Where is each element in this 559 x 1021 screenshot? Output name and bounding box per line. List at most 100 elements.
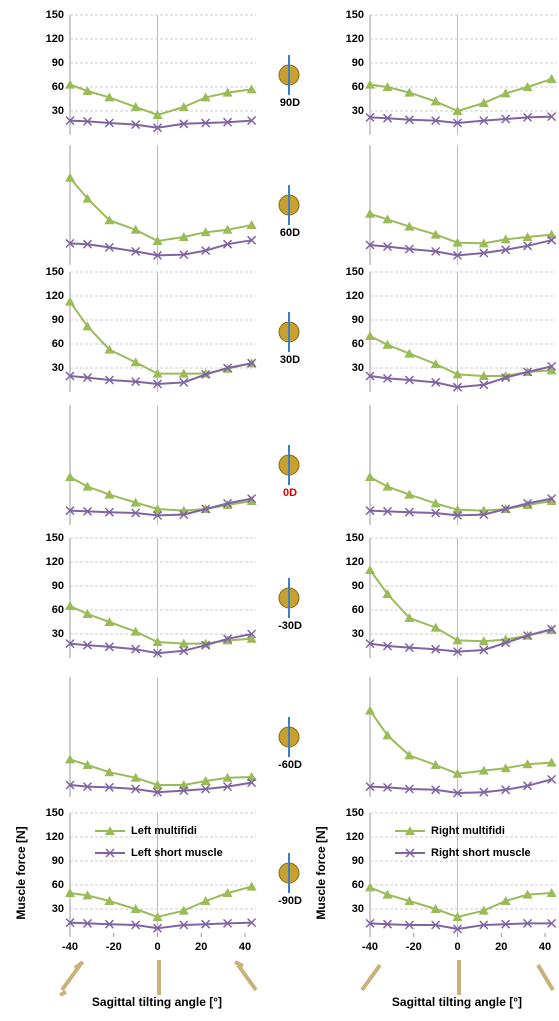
marker-triangle: [130, 772, 141, 782]
marker-x: [201, 784, 211, 794]
marker-triangle: [152, 236, 163, 245]
marker-triangle: [200, 776, 211, 785]
marker-triangle: [65, 601, 75, 610]
marker-x: [431, 116, 441, 126]
marker-x: [523, 498, 533, 508]
marker-x: [179, 377, 189, 387]
marker-triangle: [452, 768, 463, 778]
marker-triangle: [522, 232, 533, 241]
marker-triangle: [404, 896, 415, 905]
marker-triangle: [522, 82, 533, 91]
marker-triangle: [430, 904, 441, 913]
marker-triangle: [404, 348, 415, 358]
series-line: [369, 710, 552, 775]
marker-x: [523, 241, 533, 251]
y-tick-label: 60: [52, 604, 64, 616]
marker-triangle: [382, 339, 393, 349]
marker-triangle: [365, 331, 375, 340]
marker-triangle: [130, 357, 141, 367]
y-tick-label: 60: [352, 81, 364, 93]
marker-x: [247, 778, 257, 788]
vertebra-icon: [278, 717, 300, 757]
marker-x: [479, 116, 489, 126]
marker-x: [431, 508, 441, 518]
y-tick-label: 30: [52, 903, 64, 915]
x-tick-label: 20: [495, 941, 507, 953]
marker-x: [152, 648, 163, 658]
marker-x: [179, 119, 189, 129]
marker-x: [452, 647, 463, 657]
y-tick-label: 30: [52, 628, 64, 640]
marker-triangle: [452, 106, 463, 115]
marker-triangle: [222, 888, 233, 897]
y-tick-label: 150: [46, 9, 64, 21]
marker-x: [152, 250, 163, 260]
legend-marker: [105, 848, 115, 858]
marker-triangle: [130, 497, 141, 507]
marker-x: [104, 242, 114, 252]
marker-triangle: [430, 760, 441, 769]
x-tick-label: -20: [406, 941, 422, 953]
marker-triangle: [404, 87, 415, 97]
y-tick-label: 120: [46, 556, 64, 568]
marker-x: [382, 506, 393, 516]
y-tick-label: 120: [346, 556, 364, 568]
marker-x: [65, 371, 75, 381]
marker-x: [223, 634, 233, 644]
y-tick-label: 90: [52, 580, 64, 592]
marker-x: [223, 918, 233, 928]
marker-triangle: [200, 92, 211, 102]
legend-label: Left short muscle: [131, 847, 223, 859]
marker-x: [365, 112, 375, 122]
marker-x: [404, 507, 414, 517]
marker-triangle: [178, 368, 189, 378]
x-tick-label: -40: [362, 941, 378, 953]
y-tick-label: 90: [352, 57, 364, 69]
marker-triangle: [522, 889, 533, 899]
series-line: [69, 605, 252, 645]
marker-x: [479, 248, 489, 258]
marker-triangle: [65, 79, 75, 89]
marker-x: [452, 382, 463, 392]
y-tick-label: 60: [52, 81, 64, 93]
y-tick-label: 30: [52, 362, 64, 374]
row-label: 90D: [280, 97, 300, 109]
marker-x: [547, 624, 557, 634]
marker-triangle: [104, 896, 115, 905]
marker-x: [65, 639, 75, 649]
marker-triangle: [546, 229, 557, 239]
vertebra-icon: [278, 578, 300, 618]
legend-marker: [405, 826, 415, 835]
x-axis-label: Sagittal tilting angle [°]: [392, 995, 522, 1009]
y-tick-label: 90: [352, 314, 364, 326]
marker-x: [382, 113, 393, 123]
marker-triangle: [382, 889, 393, 899]
y-tick-label: 90: [352, 855, 364, 867]
marker-triangle: [430, 229, 441, 239]
marker-x: [501, 638, 511, 648]
row-label: 30D: [280, 354, 300, 366]
marker-x: [82, 506, 93, 516]
series-line: [369, 78, 552, 113]
marker-x: [479, 920, 489, 930]
series-line: [369, 335, 552, 377]
x-axis-label: Sagittal tilting angle [°]: [92, 995, 222, 1009]
marker-triangle: [382, 481, 393, 491]
vertebra-icons: [59, 960, 555, 997]
marker-x: [365, 240, 375, 250]
legend-marker: [105, 826, 115, 835]
marker-x: [523, 918, 533, 928]
marker-x: [547, 235, 557, 245]
marker-x: [104, 642, 114, 652]
x-tick-label: 40: [539, 941, 551, 953]
series-line: [69, 83, 252, 117]
marker-x: [131, 644, 141, 654]
marker-x: [82, 116, 93, 126]
marker-x: [104, 375, 114, 385]
marker-x: [523, 781, 533, 791]
marker-x: [404, 920, 414, 930]
marker-triangle: [104, 92, 115, 102]
marker-x: [201, 369, 211, 379]
marker-x: [223, 782, 233, 792]
marker-triangle: [104, 767, 115, 777]
